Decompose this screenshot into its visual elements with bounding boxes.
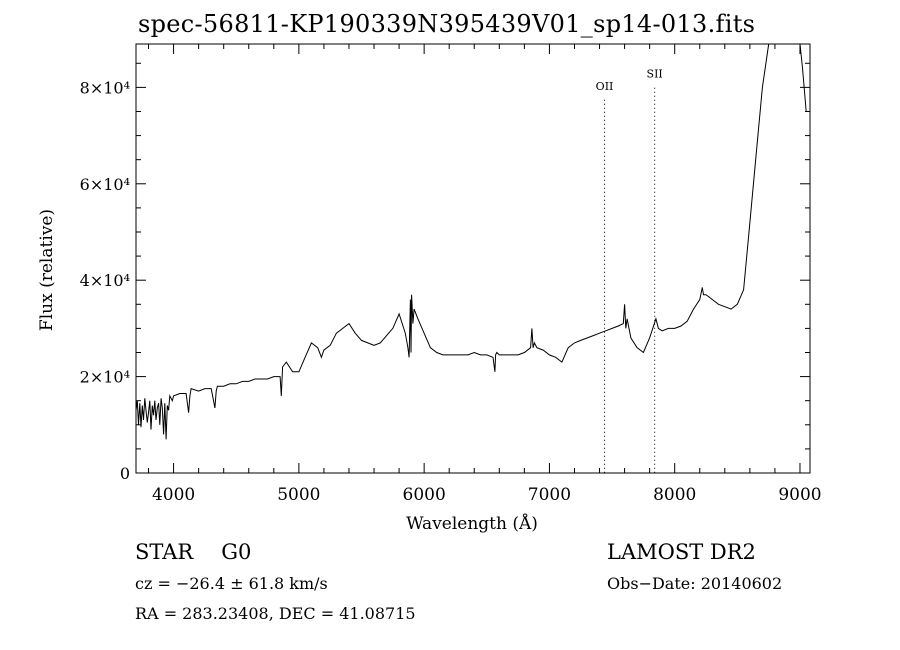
annotation-marks: OII SII bbox=[596, 68, 663, 473]
y-tick-label: 6×10⁴ bbox=[80, 175, 130, 194]
y-axis-label: Flux (relative) bbox=[37, 209, 57, 331]
y-tick-label: 4×10⁴ bbox=[80, 271, 130, 290]
redshift-value: cz = −26.4 ± 61.8 km/s bbox=[135, 574, 328, 593]
x-axis-label: Wavelength (Å) bbox=[406, 513, 538, 534]
spectrum-line bbox=[135, 43, 807, 440]
classification: STAR G0 bbox=[135, 540, 251, 564]
spectrum-series bbox=[135, 43, 807, 440]
x-tick-label: 6000 bbox=[403, 485, 446, 505]
coordinates: RA = 283.23408, DEC = 41.08715 bbox=[135, 604, 416, 623]
survey-name: LAMOST DR2 bbox=[607, 540, 756, 564]
line-label-sii: SII bbox=[647, 68, 663, 81]
y-tick-label: 8×10⁴ bbox=[80, 78, 130, 97]
plot-border bbox=[135, 43, 811, 474]
subclass: G0 bbox=[221, 540, 252, 564]
chart-title: spec-56811-KP190339N395439V01_sp14-013.f… bbox=[138, 10, 756, 38]
axis-ticks: 4000 5000 6000 7000 8000 9000 0 2×10⁴ 4×10⁴ 6×10⁴… bbox=[80, 44, 822, 505]
object-class: STAR bbox=[135, 540, 194, 564]
x-tick-label: 5000 bbox=[277, 485, 320, 505]
plot-frame bbox=[135, 43, 811, 474]
y-tick-label: 0 bbox=[120, 464, 130, 483]
x-tick-label: 4000 bbox=[152, 485, 195, 505]
line-label-oii: OII bbox=[596, 80, 614, 93]
y-tick-label: 2×10⁴ bbox=[80, 368, 130, 387]
observation-date: Obs−Date: 20140602 bbox=[607, 574, 783, 593]
x-tick-label: 8000 bbox=[653, 485, 696, 505]
x-tick-label: 7000 bbox=[528, 485, 571, 505]
x-tick-label: 9000 bbox=[778, 485, 821, 505]
